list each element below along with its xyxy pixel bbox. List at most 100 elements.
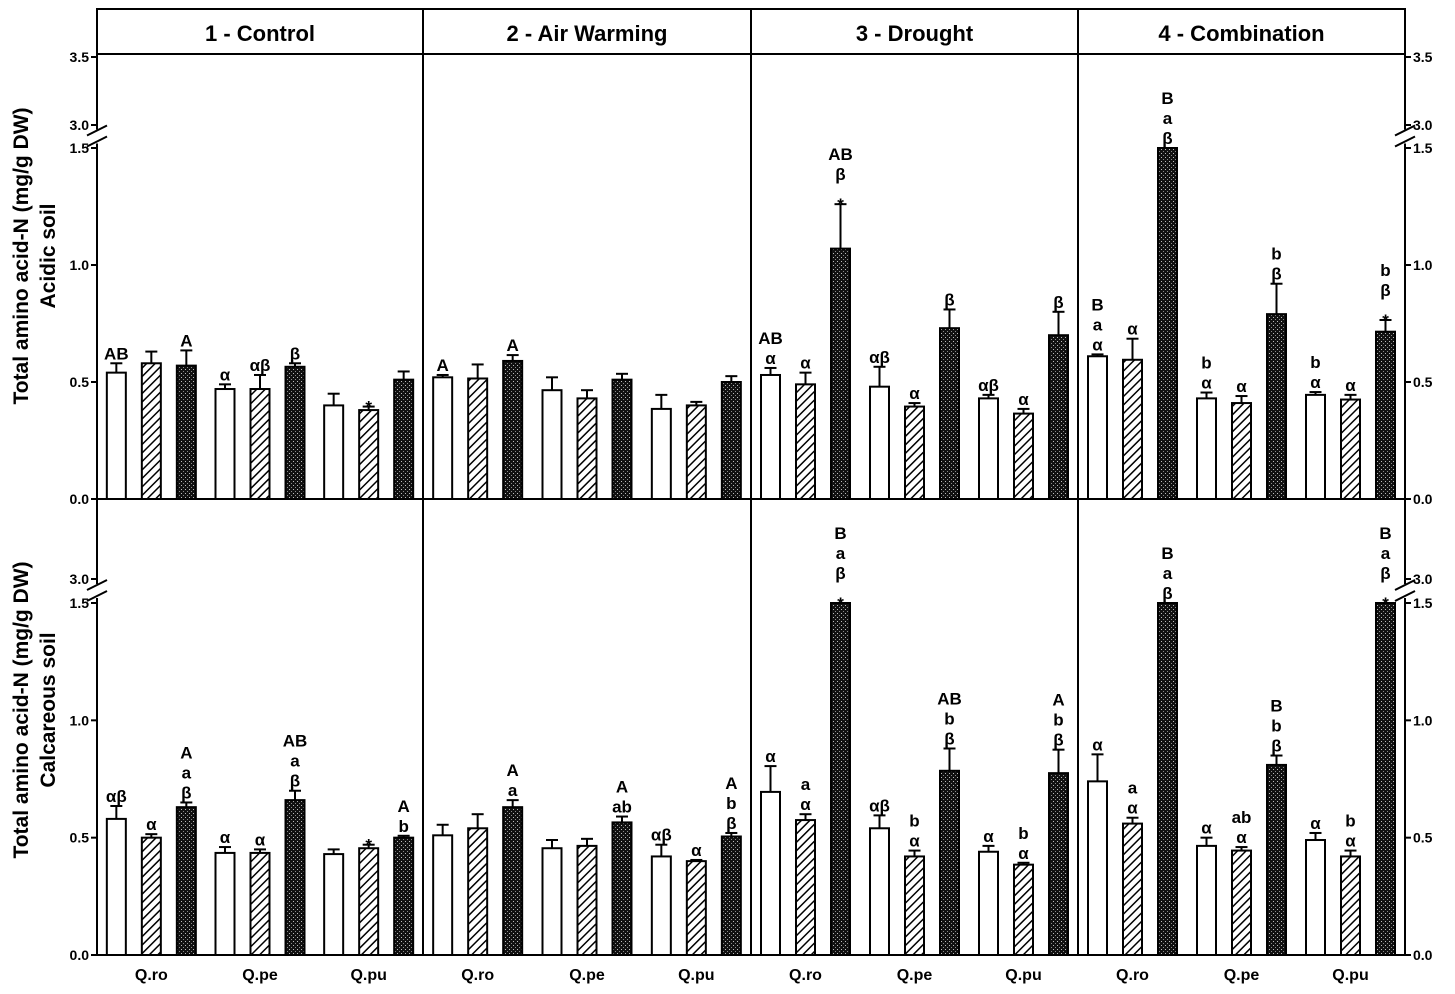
bar-series-1 [650,407,672,500]
significance-label: α [1092,735,1103,754]
significance-label: b [909,812,919,831]
significance-label: B [834,524,846,543]
significance-label: α [765,747,776,766]
y-tick-label-right: 1.0 [1413,712,1433,728]
axis-break-mark [1394,135,1416,148]
bar-series-3 [939,769,960,957]
x-tick-label: Q.ro [1116,967,1149,984]
axis-break-mark [86,590,108,602]
bar-series-2 [1013,412,1034,500]
y-tick-label-left: 0.0 [70,491,90,507]
bar-series-1 [323,404,345,500]
significance-label: α [800,354,811,373]
y-axis-label-soil: Calcareous soil [37,632,60,787]
significance-label: A [725,774,737,793]
significance-label: ab [612,798,632,817]
significance-label: α [1092,335,1103,354]
bar-series-2 [1122,358,1143,500]
bar-series-1 [978,850,999,956]
bar-series-2 [795,819,816,956]
bar-series-3 [1048,334,1069,501]
y-tick-label-right: 3.0 [1413,571,1433,587]
significance-label: α [909,832,920,851]
y-tick-label-right: 3.5 [1413,49,1433,65]
significance-label: α [146,815,157,834]
y-tick-label-left: 3.5 [70,49,90,65]
significance-label: a [1381,544,1391,563]
significance-label: α [1127,320,1138,339]
significance-label: a [1128,779,1138,798]
y-tick-label-left: 1.5 [70,595,90,611]
significance-label: β [835,564,845,583]
bar-series-1 [105,817,127,956]
significance-label: B [1161,544,1173,563]
significance-label: β [944,290,954,309]
bar-series-1 [1196,397,1217,501]
significance-label: β [1380,281,1390,300]
bar-series-1 [1087,780,1108,957]
significance-label: a [182,763,192,782]
significance-label: β [726,814,736,833]
significance-label: AB [828,145,853,164]
bar-series-2 [904,855,925,956]
significance-label: α [909,384,920,403]
significance-label: * [1382,311,1389,330]
significance-label: b [1271,245,1281,264]
x-tick-label: Q.pu [1005,967,1041,984]
bar-series-3 [1048,772,1069,957]
significance-label: b [1201,354,1211,373]
significance-label: b [1053,711,1063,730]
significance-label: αβ [250,356,271,375]
significance-label: a [801,775,811,794]
y-axis-label-soil: Acidic soil [37,203,60,308]
bar-series-1 [978,397,999,501]
y-axis-label: Total amino acid-N (mg/g DW) [10,561,33,858]
bar-series-2 [1231,402,1252,500]
bar-series-3 [611,821,633,956]
y-tick-label-left: 0.0 [70,947,90,963]
significance-label: B [1379,524,1391,543]
significance-label: b [1018,824,1028,843]
bar-series-3 [284,365,306,501]
bar-series-1 [214,851,236,956]
bar-series-2 [249,388,271,500]
y-tick-label-left: 1.5 [70,140,90,156]
significance-label: α [1201,819,1212,838]
bar-series-3 [284,799,306,956]
bar-series-3 [830,602,851,956]
bar-series-3 [1157,147,1178,500]
bar-series-3 [502,806,524,956]
bar-series-2 [358,409,380,500]
y-axis-label: Total amino acid-N (mg/g DW) [10,107,33,404]
bar-series-1 [1087,355,1108,501]
y-tick-label-right: 3.0 [1413,117,1433,133]
bar-series-2 [1340,398,1361,500]
significance-label: α [1201,374,1212,393]
significance-label: b [1271,717,1281,736]
y-tick-label-right: 1.5 [1413,140,1433,156]
significance-label: α [220,365,231,384]
significance-label: AB [283,732,308,751]
y-tick-label-right: 1.5 [1413,595,1433,611]
significance-label: α [220,828,231,847]
significance-label: AB [104,344,129,363]
significance-label: β [1271,737,1281,756]
bar-series-2 [249,851,271,956]
axis-break-mark [86,135,108,148]
y-tick-label-right: 0.5 [1413,830,1433,846]
bar-series-2 [140,362,162,500]
significance-label: α [1018,390,1029,409]
bar-series-1 [1196,844,1217,957]
x-tick-label: Q.pe [1224,967,1260,984]
bar-series-1 [541,389,563,500]
significance-label: a [290,752,300,771]
bar-series-3 [175,806,197,956]
bar-series-2 [467,377,489,500]
bar-series-2 [358,847,380,957]
significance-label: α [765,349,776,368]
significance-label: α [1236,828,1247,847]
significance-label: α [255,830,266,849]
significance-label: β [1162,584,1172,603]
significance-label: β [944,729,954,748]
significance-label: AB [758,329,783,348]
